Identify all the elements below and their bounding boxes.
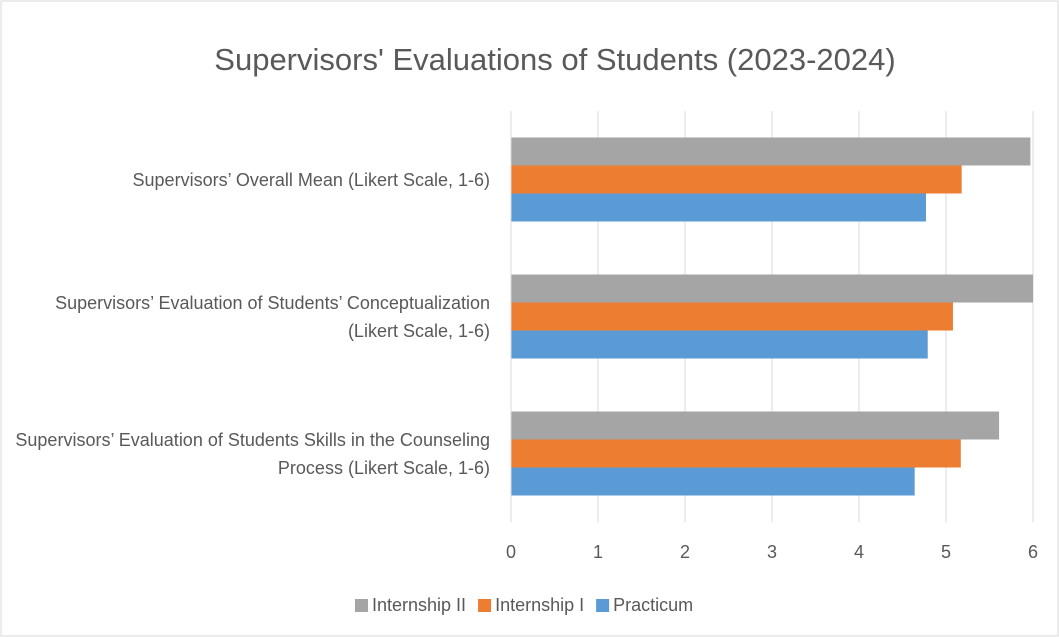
legend-swatch bbox=[355, 599, 368, 612]
bar bbox=[511, 467, 915, 496]
bar bbox=[511, 137, 1031, 166]
bar bbox=[511, 302, 953, 331]
legend-label: Practicum bbox=[613, 595, 693, 615]
x-tick-label: 3 bbox=[767, 542, 777, 562]
x-tick-label: 4 bbox=[854, 542, 864, 562]
y-tick-label: Supervisors’ Overall Mean (Likert Scale,… bbox=[132, 169, 490, 190]
bar bbox=[511, 411, 1000, 440]
y-tick-label: Supervisors’ Evaluation of Students Skil… bbox=[15, 429, 490, 478]
bar bbox=[511, 274, 1033, 303]
bar bbox=[511, 165, 962, 194]
y-tick-label: Supervisors’ Evaluation of Students’ Con… bbox=[55, 292, 490, 341]
bar bbox=[511, 193, 926, 222]
legend-label: Internship I bbox=[495, 595, 584, 615]
x-tick-label: 2 bbox=[680, 542, 690, 562]
chart-title: Supervisors' Evaluations of Students (20… bbox=[214, 42, 895, 77]
x-tick-label: 0 bbox=[506, 542, 516, 562]
legend-swatch bbox=[478, 599, 492, 612]
x-tick-label: 6 bbox=[1028, 542, 1038, 562]
legend-swatch bbox=[596, 599, 610, 612]
bar bbox=[511, 439, 961, 468]
x-tick-label: 5 bbox=[941, 542, 951, 562]
x-tick-label: 1 bbox=[593, 542, 603, 562]
legend-label: Internship II bbox=[372, 595, 466, 615]
bar bbox=[511, 330, 928, 359]
